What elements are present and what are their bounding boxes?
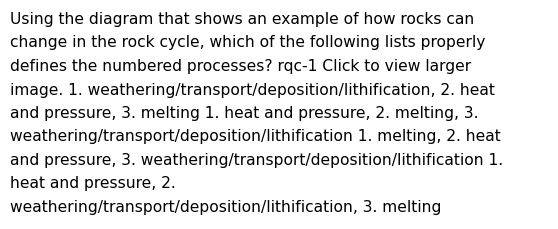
Text: and pressure, 3. melting 1. heat and pressure, 2. melting, 3.: and pressure, 3. melting 1. heat and pre… xyxy=(10,106,479,120)
Text: Using the diagram that shows an example of how rocks can: Using the diagram that shows an example … xyxy=(10,12,474,27)
Text: image. 1. weathering/transport/deposition/lithification, 2. heat: image. 1. weathering/transport/depositio… xyxy=(10,82,495,97)
Text: heat and pressure, 2.: heat and pressure, 2. xyxy=(10,176,176,191)
Text: and pressure, 3. weathering/transport/deposition/lithification 1.: and pressure, 3. weathering/transport/de… xyxy=(10,152,503,167)
Text: change in the rock cycle, which of the following lists properly: change in the rock cycle, which of the f… xyxy=(10,35,485,50)
Text: defines the numbered processes? rqc-1 Click to view larger: defines the numbered processes? rqc-1 Cl… xyxy=(10,59,471,74)
Text: weathering/transport/deposition/lithification 1. melting, 2. heat: weathering/transport/deposition/lithific… xyxy=(10,129,501,144)
Text: weathering/transport/deposition/lithification, 3. melting: weathering/transport/deposition/lithific… xyxy=(10,199,441,214)
